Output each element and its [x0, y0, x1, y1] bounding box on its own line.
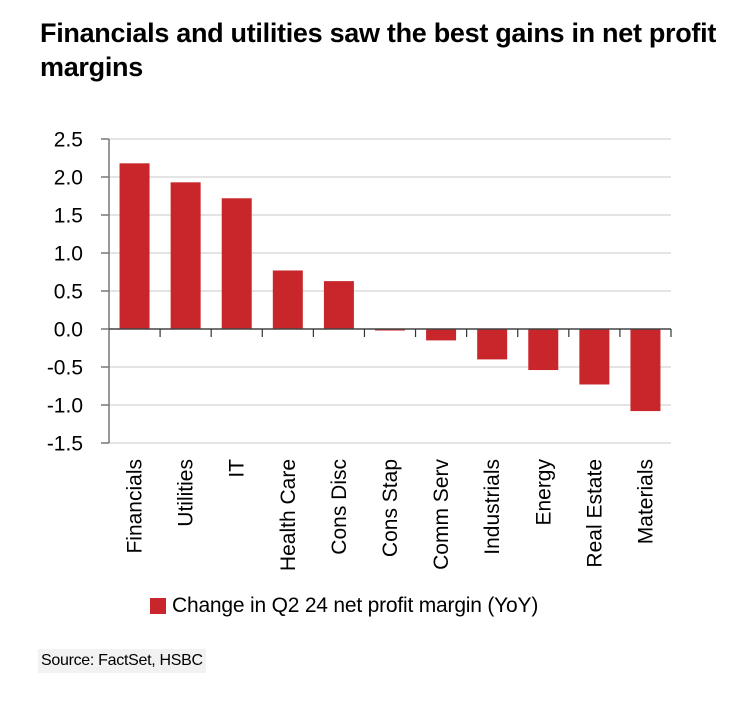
bar-comm-serv	[426, 329, 457, 341]
bar-materials	[630, 329, 661, 412]
source-note: Source: FactSet, HSBC	[38, 649, 206, 673]
x-tick-labels: Financials Utilities IT Health Care Cons Dis…	[124, 459, 658, 572]
y-tick-label: 1.5	[54, 205, 83, 228]
y-tick-labels: 2.5 2.0 1.5 1.0 0.5 0.0 -0.5 -1.0 -1.5	[47, 129, 83, 456]
x-tick-label: Comm Serv	[430, 459, 453, 570]
y-tick-label: -0.5	[47, 357, 83, 380]
x-tick-label: Industrials	[481, 459, 504, 555]
bars	[119, 163, 661, 412]
x-tick-label: Energy	[532, 459, 555, 526]
bar-utilities	[170, 182, 201, 329]
legend-swatch	[150, 598, 166, 614]
y-tick-label: 1.0	[54, 243, 83, 266]
bar-energy	[528, 329, 559, 371]
y-tick-label: 0.0	[54, 319, 83, 342]
y-tick-label: 0.5	[54, 281, 83, 304]
gridlines	[109, 138, 671, 444]
x-tick-label: Cons Disc	[328, 459, 351, 555]
x-tick-label: Real Estate	[583, 459, 606, 568]
y-tick-label: 2.5	[54, 129, 83, 152]
bar-cons-stap	[375, 329, 405, 331]
legend: Change in Q2 24 net profit margin (YoY)	[150, 594, 538, 618]
x-tick-label: Materials	[634, 459, 657, 544]
y-tick-label: 2.0	[54, 167, 83, 190]
x-tick-label: Cons Stap	[379, 459, 402, 557]
bar-it	[221, 198, 252, 329]
axes	[101, 138, 672, 444]
y-tick-label: -1.5	[47, 433, 83, 456]
bar-cons-disc	[323, 281, 354, 329]
bar-industrials	[477, 329, 508, 360]
x-tick-label: Health Care	[277, 459, 300, 571]
bar-chart: 2.5 2.0 1.5 1.0 0.5 0.0 -0.5 -1.0 -1.5 Financial…	[47, 129, 672, 572]
x-tick-label: Financials	[124, 459, 147, 554]
chart-title: Financials and utilities saw the best ga…	[40, 18, 717, 82]
legend-label: Change in Q2 24 net profit margin (YoY)	[172, 594, 539, 617]
x-tick-label: IT	[226, 459, 249, 478]
bar-health-care	[272, 270, 303, 329]
y-tick-label: -1.0	[47, 395, 83, 418]
x-tick-label: Utilities	[175, 459, 198, 527]
bar-real-estate	[579, 329, 610, 385]
bar-financials	[119, 163, 150, 329]
